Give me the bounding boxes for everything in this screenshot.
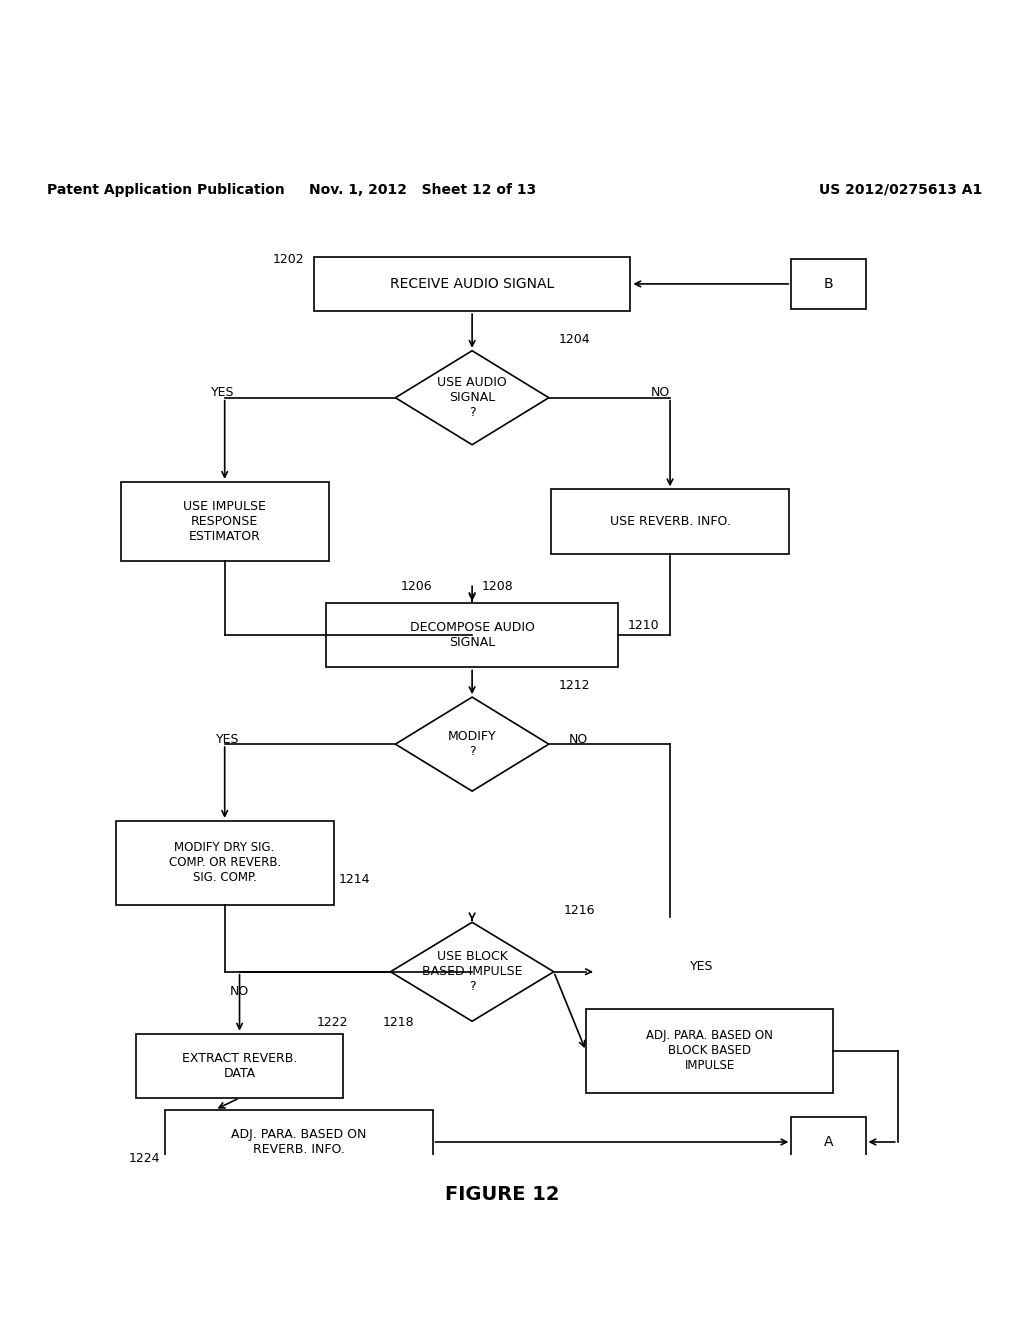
Text: 1218: 1218 xyxy=(383,1015,415,1028)
Text: B: B xyxy=(823,277,834,290)
Text: A: A xyxy=(823,1135,834,1148)
FancyBboxPatch shape xyxy=(586,1008,834,1093)
Text: USE REVERB. INFO.: USE REVERB. INFO. xyxy=(609,515,730,528)
FancyBboxPatch shape xyxy=(792,1117,865,1167)
Text: DECOMPOSE AUDIO
SIGNAL: DECOMPOSE AUDIO SIGNAL xyxy=(410,622,535,649)
Text: NO: NO xyxy=(568,733,588,746)
FancyBboxPatch shape xyxy=(313,256,631,312)
Text: Nov. 1, 2012   Sheet 12 of 13: Nov. 1, 2012 Sheet 12 of 13 xyxy=(309,183,537,197)
Text: EXTRACT REVERB.
DATA: EXTRACT REVERB. DATA xyxy=(182,1052,297,1080)
Text: 1222: 1222 xyxy=(316,1015,348,1028)
Text: MODIFY
?: MODIFY ? xyxy=(447,730,497,758)
Text: USE BLOCK
BASED IMPULSE
?: USE BLOCK BASED IMPULSE ? xyxy=(422,950,522,993)
Text: NO: NO xyxy=(650,387,670,399)
FancyBboxPatch shape xyxy=(792,259,865,309)
Text: YES: YES xyxy=(216,733,240,746)
Text: 1212: 1212 xyxy=(559,680,590,692)
Text: FIGURE 12: FIGURE 12 xyxy=(444,1185,559,1204)
Text: 1208: 1208 xyxy=(482,581,514,593)
Text: USE AUDIO
SIGNAL
?: USE AUDIO SIGNAL ? xyxy=(437,376,507,420)
FancyBboxPatch shape xyxy=(116,821,334,906)
Text: 1216: 1216 xyxy=(563,904,595,917)
Text: 1214: 1214 xyxy=(339,873,370,886)
FancyBboxPatch shape xyxy=(135,1034,343,1098)
FancyBboxPatch shape xyxy=(121,482,329,561)
Text: RECEIVE AUDIO SIGNAL: RECEIVE AUDIO SIGNAL xyxy=(390,277,554,290)
Text: YES: YES xyxy=(690,961,714,973)
Text: 1224: 1224 xyxy=(129,1152,161,1164)
Text: 1206: 1206 xyxy=(400,581,432,593)
FancyBboxPatch shape xyxy=(551,490,788,553)
Text: NO: NO xyxy=(230,985,250,998)
FancyBboxPatch shape xyxy=(326,603,618,668)
Polygon shape xyxy=(395,697,549,791)
Text: YES: YES xyxy=(211,387,234,399)
Polygon shape xyxy=(390,923,554,1022)
Text: ADJ. PARA. BASED ON
BLOCK BASED
IMPULSE: ADJ. PARA. BASED ON BLOCK BASED IMPULSE xyxy=(646,1030,773,1072)
Text: MODIFY DRY SIG.
COMP. OR REVERB.
SIG. COMP.: MODIFY DRY SIG. COMP. OR REVERB. SIG. CO… xyxy=(169,841,281,884)
Text: 1202: 1202 xyxy=(272,253,304,267)
FancyBboxPatch shape xyxy=(165,1110,432,1175)
Text: ADJ. PARA. BASED ON
REVERB. INFO.: ADJ. PARA. BASED ON REVERB. INFO. xyxy=(231,1129,367,1156)
Text: 1210: 1210 xyxy=(628,619,659,632)
Text: USE IMPULSE
RESPONSE
ESTIMATOR: USE IMPULSE RESPONSE ESTIMATOR xyxy=(183,500,266,543)
Text: 1204: 1204 xyxy=(559,333,590,346)
Polygon shape xyxy=(395,351,549,445)
Text: Patent Application Publication: Patent Application Publication xyxy=(46,183,285,197)
Text: US 2012/0275613 A1: US 2012/0275613 A1 xyxy=(818,183,982,197)
